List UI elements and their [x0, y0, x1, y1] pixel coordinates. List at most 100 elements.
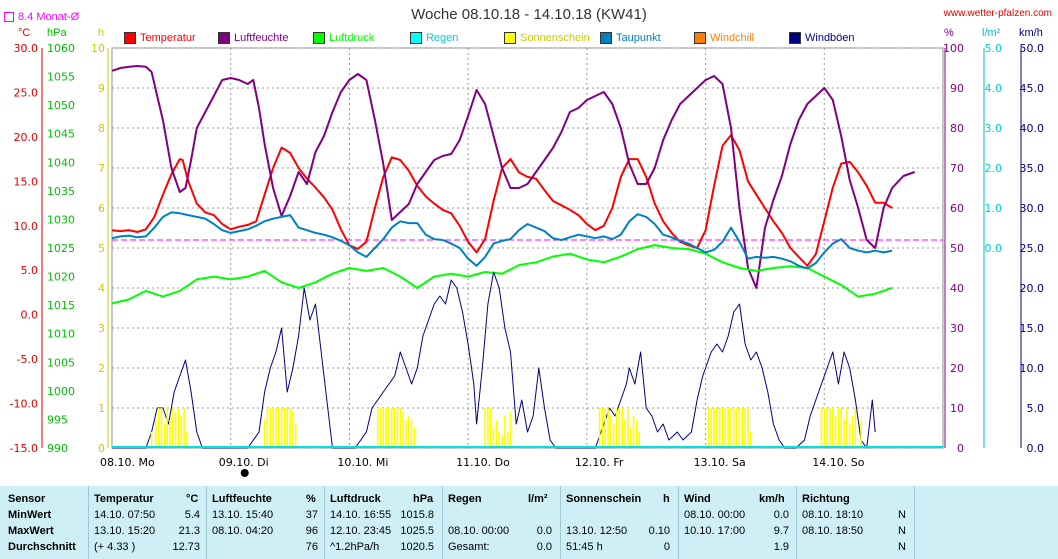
pressure-tick-label: 1030: [47, 213, 75, 226]
pressure-tick-label: 1010: [47, 328, 75, 341]
sunshine-bar: [718, 408, 721, 448]
sunshine-bar: [837, 408, 840, 448]
sun-tick-label: 7: [98, 162, 105, 175]
sunshine-bar: [286, 408, 289, 448]
sunshine-bar: [610, 416, 612, 448]
sunshine-bar: [385, 408, 387, 448]
legend-label: Luftfeuchte: [234, 32, 289, 44]
stats-cell-dir-time: 08.10. 18:50: [802, 525, 864, 537]
sunshine-bar: [169, 420, 171, 448]
site-url[interactable]: www.wetter-pfalzen.com: [943, 8, 1052, 19]
rain-tick-label: 4.0: [985, 82, 1003, 95]
sunshine-bar: [730, 408, 732, 448]
wind-tick-label: 50.0: [1020, 42, 1045, 55]
rain-tick-label: 2.0: [985, 162, 1003, 175]
sunshine-bar: [275, 408, 277, 448]
sun-tick-label: 2: [98, 362, 105, 375]
stats-cell-temp-time: (+ 4.33 ): [94, 541, 136, 553]
sunshine-bar: [854, 408, 857, 448]
sunshine-bar: [292, 412, 294, 448]
sunshine-bar: [263, 420, 266, 448]
legend-label: Taupunkt: [616, 32, 661, 44]
sunshine-bar: [638, 432, 640, 448]
legend-swatch: [124, 32, 136, 44]
sunshine-bar: [489, 408, 492, 448]
legend-swatch: [218, 32, 230, 44]
sunshine-bar: [749, 432, 752, 448]
stats-cell-label: Durchschnitt: [8, 541, 76, 553]
sunshine-bar: [724, 408, 727, 448]
sun-tick-label: 3: [98, 322, 105, 335]
pressure-tick-label: 990: [47, 442, 68, 455]
x-tick-label: 13.10. Sa: [694, 456, 746, 469]
temp-tick-label: 20.0: [14, 131, 39, 144]
rain-tick-label: 0.0: [985, 242, 1003, 255]
x-tick-label: 11.10. Do: [456, 456, 510, 469]
humidity-tick-label: 100: [943, 42, 964, 55]
sunshine-bar: [160, 408, 163, 448]
stats-cell-dir-val: N: [898, 541, 906, 553]
humidity-tick-label: 10: [950, 402, 964, 415]
temp-tick-label: 10.0: [14, 220, 39, 233]
stats-cell-press-val: 1025.5: [400, 525, 434, 537]
sunshine-bar: [834, 416, 837, 448]
sunshine-bar: [405, 420, 407, 448]
temp-tick-label: -10.0: [10, 398, 38, 411]
stats-cell-sun-time: 51:45 h: [566, 541, 603, 553]
sunshine-bar: [716, 408, 718, 448]
legend-item: Windchill: [694, 32, 754, 44]
sunshine-bar: [150, 432, 153, 448]
humidity-tick-label: 60: [950, 202, 964, 215]
sunshine-bar: [848, 424, 851, 448]
wind-tick-label: 15.0: [1020, 322, 1045, 335]
sunshine-bar: [382, 408, 385, 448]
sunshine-bar: [163, 424, 166, 448]
sunshine-bar: [495, 420, 498, 448]
rain-tick-label: 5.0: [985, 42, 1003, 55]
wind-tick-label: 45.0: [1020, 82, 1045, 95]
legend-label: Luftdruck: [329, 32, 375, 44]
sunshine-bar: [741, 408, 744, 448]
sunshine-bar: [376, 408, 379, 448]
stats-header-temp: Temperatur: [94, 493, 154, 505]
sunshine-bar: [618, 408, 621, 448]
sunshine-bar: [829, 408, 831, 448]
legend-label: Windchill: [710, 32, 755, 44]
legend-item: Regen: [410, 32, 458, 44]
wind-unit: km/h: [1019, 27, 1043, 39]
stats-cell-temp-val: 5.4: [184, 509, 200, 521]
rain-unit: l/m²: [982, 27, 1001, 39]
sunshine-bar: [379, 408, 382, 448]
sunshine-bar: [269, 408, 272, 448]
series-line-temperatur: [111, 134, 893, 267]
stats-cell-press-time: 14.10. 16:55: [330, 509, 392, 521]
sunshine-bar: [272, 408, 274, 448]
sunshine-bar: [738, 408, 741, 448]
sunshine-bar: [501, 436, 503, 448]
humidity-tick-label: 50: [950, 242, 964, 255]
sunshine-bar: [186, 432, 188, 448]
sunshine-bar: [266, 408, 269, 448]
x-tick-label: 12.10. Fr: [575, 456, 624, 469]
stats-cell-sun-val: 0.10: [648, 525, 670, 537]
wind-tick-label: 10.0: [1020, 362, 1045, 375]
sunshine-bar: [289, 408, 291, 448]
pressure-tick-label: 1015: [47, 299, 75, 312]
x-tick-label: 09.10. Di: [219, 456, 269, 469]
sunshine-bar: [509, 412, 512, 448]
sunshine-bar: [823, 408, 826, 448]
wind-tick-label: 20.0: [1020, 282, 1045, 295]
sunshine-bar: [177, 408, 180, 448]
sunshine-bar: [840, 408, 843, 448]
stats-cell-hum-val: 96: [305, 525, 318, 537]
humidity-tick-label: 40: [950, 282, 964, 295]
sunshine-bar: [183, 408, 185, 448]
stats-header-rain: Regen: [448, 493, 482, 505]
sunshine-bar: [846, 408, 848, 448]
humidity-unit: %: [944, 27, 954, 39]
sun-tick-label: 4: [98, 282, 105, 295]
humidity-tick-label: 90: [950, 82, 964, 95]
legend-swatch: [504, 32, 516, 44]
stats-cell-temp-time: 14.10. 07:50: [94, 509, 156, 521]
sunshine-bar: [155, 420, 157, 448]
